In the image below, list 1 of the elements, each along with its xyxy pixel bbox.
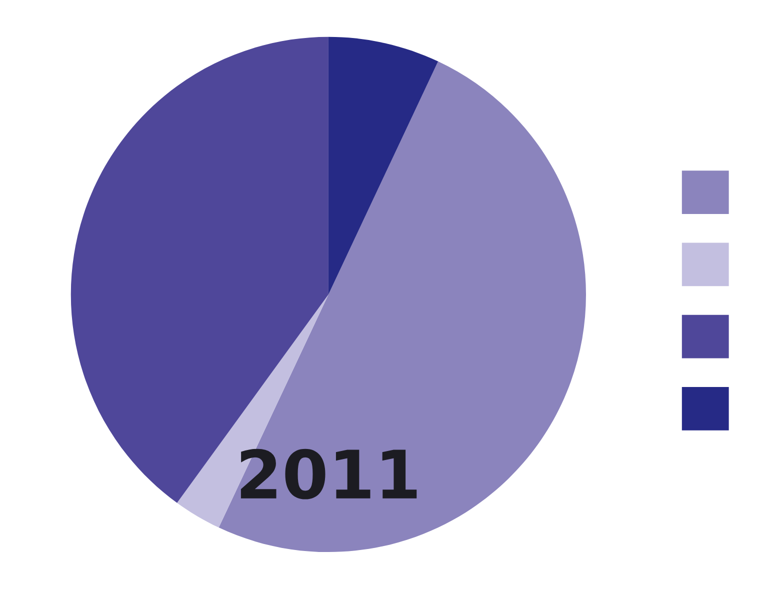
text: 2011 (240, 448, 417, 500)
